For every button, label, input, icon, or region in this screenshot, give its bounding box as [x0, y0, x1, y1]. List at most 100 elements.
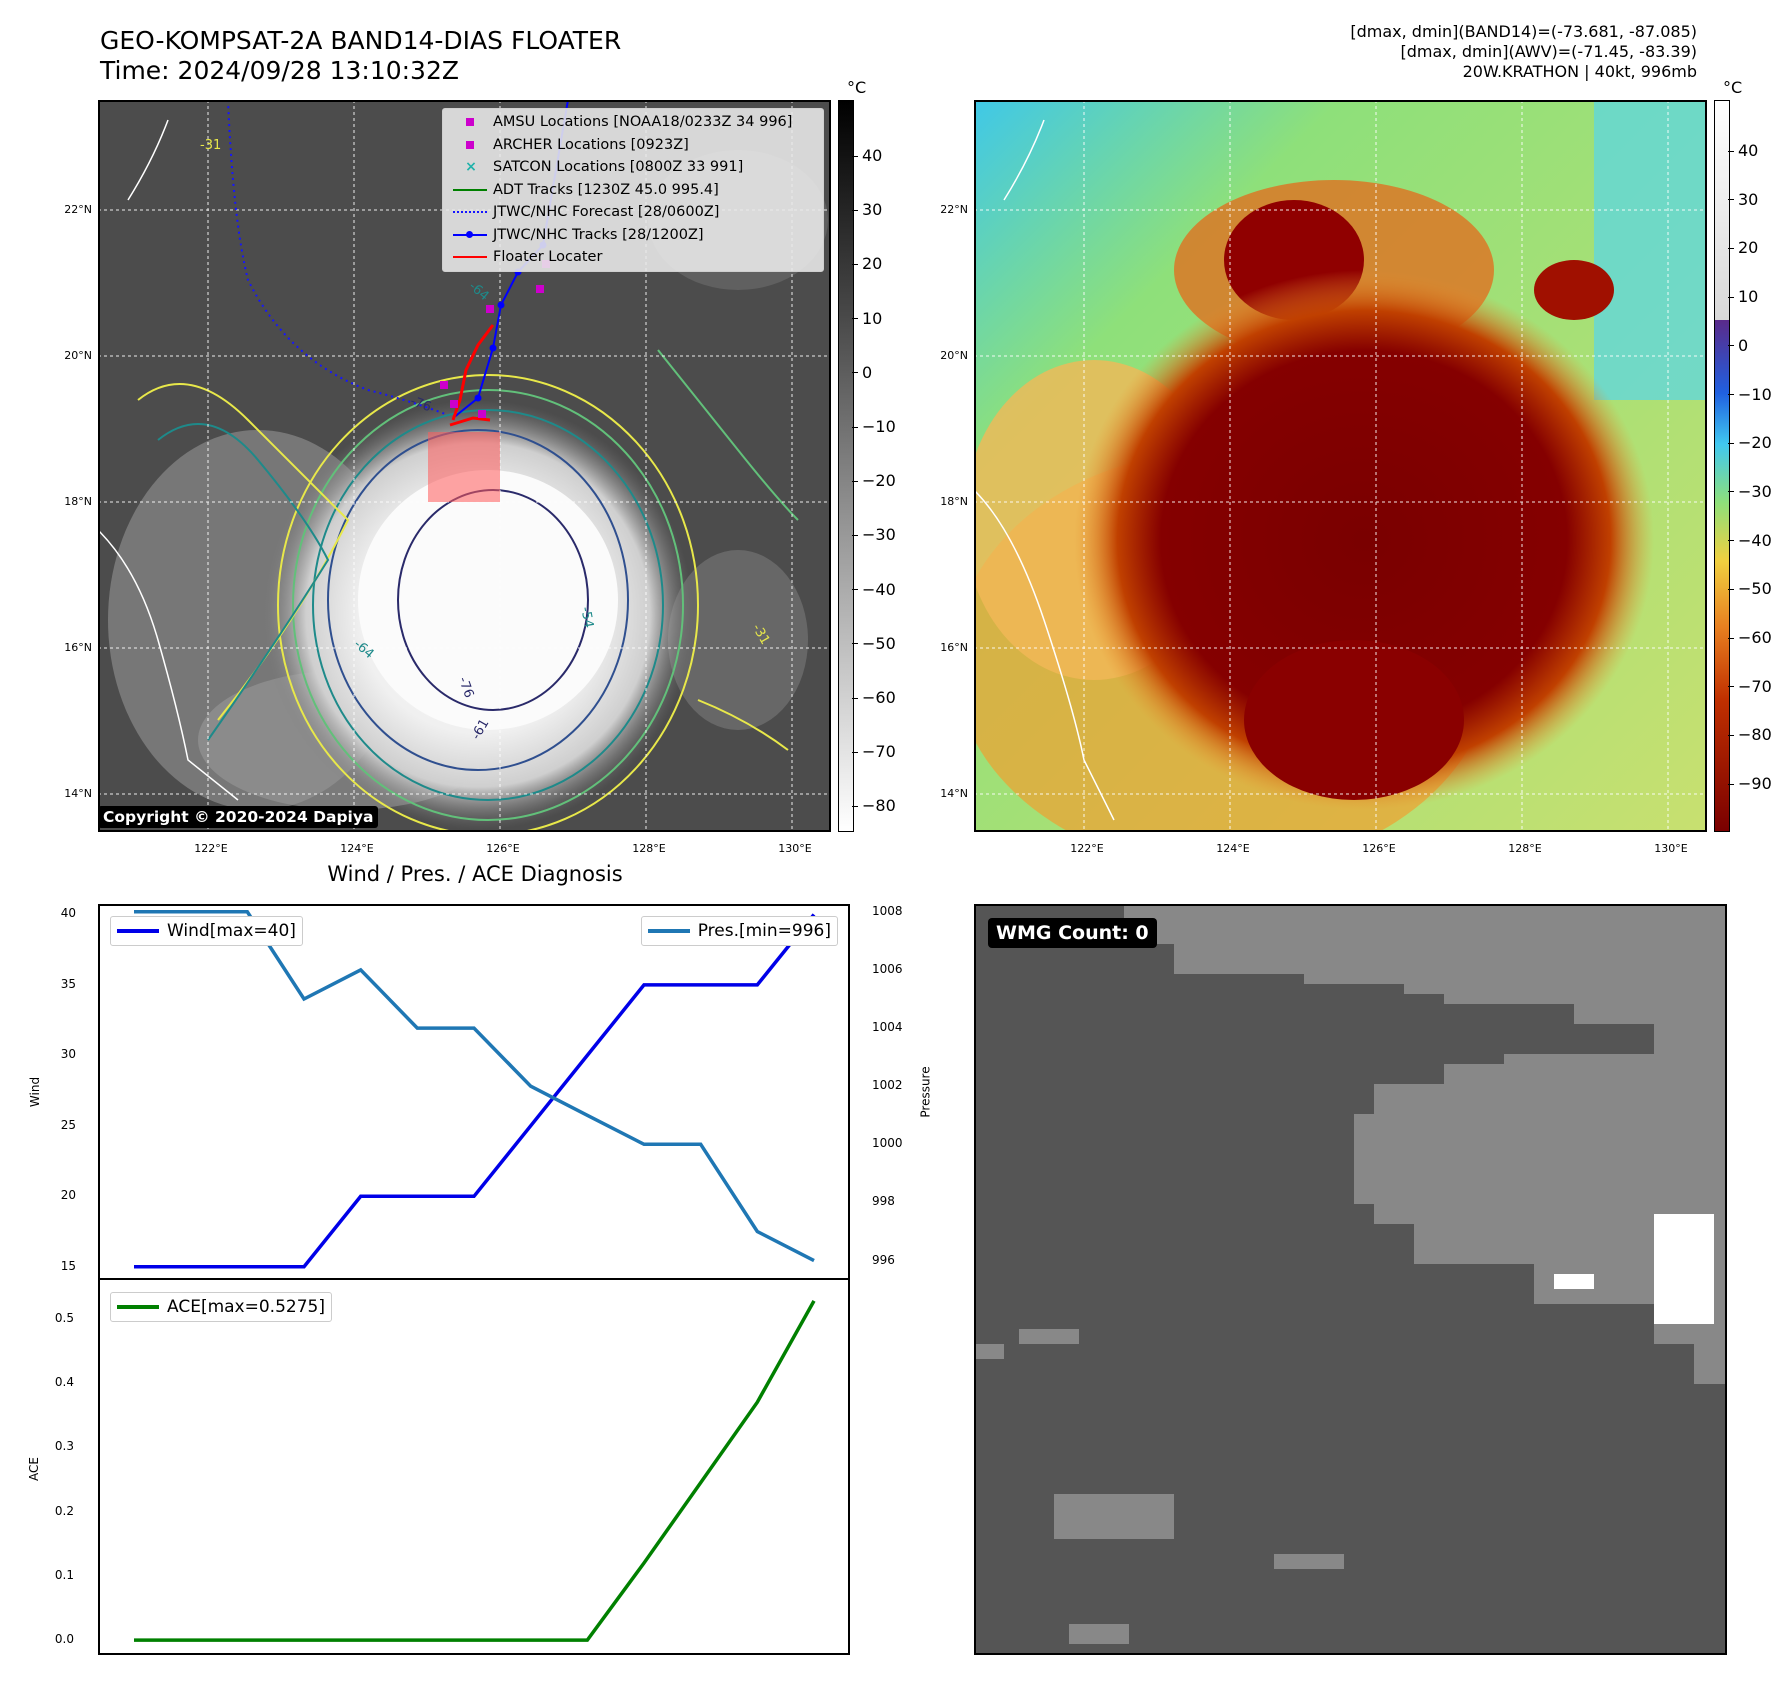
pres-tick-label: 1008	[872, 903, 903, 918]
lat-label: 18°N	[940, 495, 968, 508]
ir-colorbar-tick: −50	[852, 633, 896, 653]
pres-tick-label: 1006	[872, 961, 903, 976]
diagnosis-title: Wind / Pres. / ACE Diagnosis	[327, 862, 623, 886]
pres-tick-label: 1004	[872, 1020, 903, 1035]
wind-series-line	[134, 913, 816, 1269]
wmg-image	[976, 906, 1725, 1653]
lon-label: 130°E	[1654, 842, 1688, 855]
wv-colorbar-tick: 30	[1727, 189, 1759, 209]
wmg-count-badge: WMG Count: 0	[988, 918, 1157, 948]
wmg-panel	[974, 904, 1727, 1655]
lon-label: 124°E	[340, 842, 374, 855]
wv-colorbar-tick: 40	[1727, 141, 1759, 160]
lon-label: 126°E	[486, 842, 520, 855]
legend-adt: ADT Tracks [1230Z 45.0 995.4]	[449, 179, 817, 202]
wv-map-panel	[974, 100, 1707, 832]
wv-colorbar-unit: °C	[1723, 78, 1743, 97]
wv-colorbar-tick: −90	[1728, 774, 1772, 794]
contour-label: -31	[200, 138, 222, 153]
stats-header: [dmax, dmin](BAND14)=(-73.681, -87.085) …	[1350, 22, 1697, 82]
wind-pres-plot: Wind[max=40] Pres.[min=996]	[98, 904, 850, 1280]
wv-map-image	[976, 102, 1705, 830]
legend-tracks: JTWC/NHC Tracks [28/1200Z]	[449, 224, 817, 247]
wv-colorbar-tick: −30	[1728, 481, 1772, 501]
ace-tick-label: 0.1	[54, 1567, 74, 1582]
pres-axis-label: Pressure	[918, 1066, 933, 1118]
wind-tick-label: 25	[60, 1117, 76, 1132]
lon-label: 124°E	[1216, 842, 1250, 855]
ir-colorbar-tick: −30	[852, 525, 896, 545]
storm-info: 20W.KRATHON | 40kt, 996mb	[1462, 62, 1697, 81]
ir-colorbar-tick: 10	[851, 308, 883, 328]
ace-tick-label: 0.4	[54, 1374, 74, 1389]
wv-colorbar	[1714, 100, 1730, 832]
wv-colorbar-tick: −50	[1728, 579, 1772, 599]
wv-colorbar-tick: 20	[1727, 238, 1759, 258]
wv-colorbar-tick: −70	[1728, 676, 1772, 696]
ace-tick-label: 0.3	[54, 1439, 74, 1454]
pres-tick-label: 1002	[872, 1078, 903, 1093]
lat-label: 14°N	[940, 787, 968, 800]
ir-colorbar-tick: 40	[851, 146, 883, 165]
wind-axis-label: Wind	[28, 1076, 43, 1108]
legend-forecast: JTWC/NHC Forecast [28/0600Z]	[449, 201, 817, 224]
lon-label: 128°E	[1508, 842, 1542, 855]
wind-pres-plot-area	[134, 910, 816, 1269]
wv-colorbar-tick: 10	[1727, 287, 1759, 307]
pres-tick-label: 1000	[872, 1136, 903, 1151]
lat-label: 16°N	[64, 641, 92, 654]
awv-range: [dmax, dmin](AWV)=(-71.45, -83.39)	[1400, 42, 1697, 61]
wind-tick-label: 35	[60, 976, 76, 991]
legend-floater: Floater Locater	[449, 246, 817, 269]
ir-colorbar-tick: 20	[851, 254, 883, 274]
lon-label: 130°E	[778, 842, 812, 855]
wind-tick-label: 20	[60, 1188, 76, 1203]
wind-tick-label: 30	[60, 1047, 76, 1062]
ir-colorbar-tick: −40	[852, 579, 896, 599]
ir-colorbar	[838, 100, 854, 832]
wind-legend: Wind[max=40]	[110, 916, 303, 946]
ace-series-line	[134, 1300, 816, 1642]
wv-colorbar-tick: −80	[1728, 725, 1772, 745]
wv-colorbar-tick: 0	[1727, 335, 1749, 355]
pressure-series-line	[134, 910, 815, 1263]
lon-label: 122°E	[194, 842, 228, 855]
wv-colorbar-tick: −40	[1728, 530, 1772, 550]
map-legend: AMSU Locations [NOAA18/0233Z 34 996] ARC…	[442, 108, 824, 272]
legend-amsu: AMSU Locations [NOAA18/0233Z 34 996]	[449, 111, 817, 134]
pres-tick-label: 996	[872, 1252, 895, 1267]
lon-label: 128°E	[632, 842, 666, 855]
ir-colorbar-tick: 0	[851, 362, 873, 382]
wv-colorbar-tick: −10	[1728, 384, 1772, 404]
ir-colorbar-tick: −60	[852, 688, 896, 707]
lat-label: 22°N	[64, 203, 92, 216]
ace-legend: ACE[max=0.5275]	[110, 1292, 332, 1322]
ir-colorbar-tick: −10	[852, 417, 896, 436]
copyright-badge: Copyright © 2020-2024 Dapiya	[98, 806, 379, 828]
legend-archer: ARCHER Locations [0923Z]	[449, 134, 817, 157]
lat-label: 20°N	[940, 349, 968, 362]
ir-colorbar-unit: °C	[847, 78, 867, 97]
lat-label: 14°N	[64, 787, 92, 800]
ace-plot: ACE[max=0.5275]	[98, 1278, 850, 1655]
wv-colorbar-tick: −20	[1728, 433, 1772, 453]
band14-range: [dmax, dmin](BAND14)=(-73.681, -87.085)	[1350, 22, 1697, 41]
legend-satcon: × SATCON Locations [0800Z 33 991]	[465, 159, 744, 176]
pres-legend: Pres.[min=996]	[640, 916, 838, 946]
ace-tick-label: 0.2	[54, 1503, 74, 1518]
ace-axis-label: ACE	[26, 1457, 41, 1481]
figure-title: GEO-KOMPSAT-2A BAND14-DIAS FLOATER Time: …	[100, 26, 622, 85]
wind-tick-label: 40	[60, 906, 76, 921]
lat-label: 16°N	[940, 641, 968, 654]
ace-plot-area	[134, 1300, 816, 1642]
lon-label: 126°E	[1362, 842, 1396, 855]
ir-colorbar-tick: 30	[851, 200, 883, 220]
lat-label: 22°N	[940, 203, 968, 216]
wv-colorbar-tick: −60	[1728, 628, 1772, 647]
lon-label: 122°E	[1070, 842, 1104, 855]
wind-tick-label: 15	[60, 1258, 76, 1273]
ace-tick-label: 0.0	[54, 1632, 74, 1647]
pres-tick-label: 998	[872, 1194, 895, 1209]
ir-colorbar-tick: −20	[852, 471, 896, 491]
ir-colorbar-tick: −80	[852, 796, 896, 816]
